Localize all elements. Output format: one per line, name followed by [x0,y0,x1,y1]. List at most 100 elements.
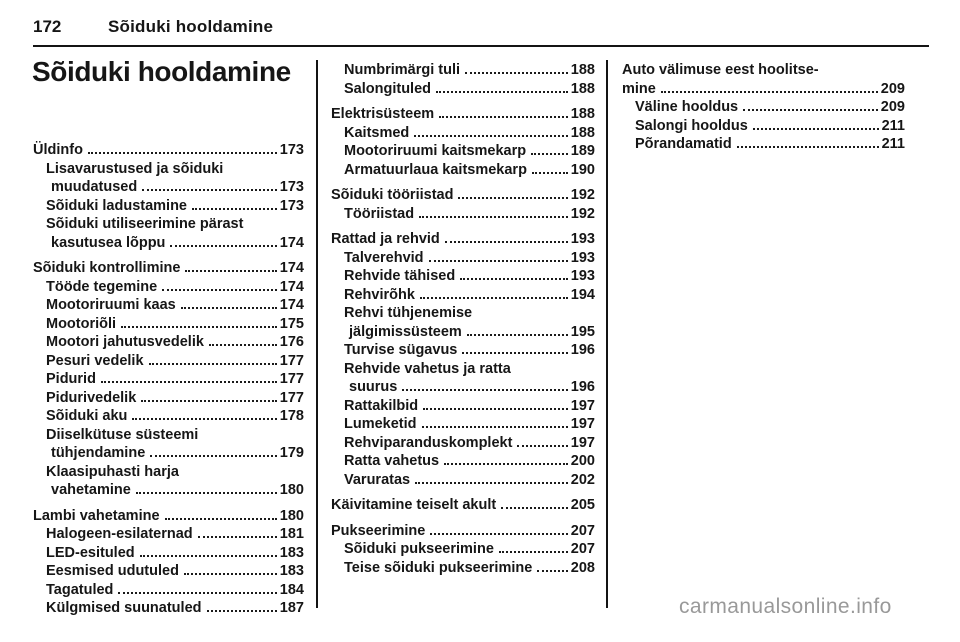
toc-subentry[interactable]: Lisavarustused ja sõiduki muudatused 173 [33,160,304,197]
toc-subentry[interactable]: Talverehvid 193 [331,249,595,268]
toc-subentry[interactable]: Sõiduki utiliseerimine pärast kasutusea l… [33,215,304,252]
toc-entry-line: Varuratas 202 [331,471,595,490]
dot-leader [531,153,568,155]
dot-leader [87,152,277,154]
toc-entry-line: Külgmised suunatuled 187 [33,599,304,618]
toc-page-number: 193 [570,249,595,266]
toc-entry-line: Salongituled 188 [331,80,595,99]
toc-entry-line: Pukseerimine 207 [331,522,595,541]
dot-leader [118,591,277,594]
toc-subentry[interactable]: Rattakilbid 197 [331,397,595,416]
toc-subentry[interactable]: Halogeen-esilaternad 181 [33,525,304,544]
dot-leader [135,492,277,494]
toc-subentry[interactable]: Klaasipuhasti harja vahetamine 180 [33,463,304,500]
toc-page-number: 193 [570,268,595,284]
toc-entry-label: Pidurivedelik [46,389,137,406]
dot-leader [139,554,277,557]
toc-entry-label: Eesmised udutuled [46,563,179,579]
toc-subentry[interactable]: Väline hooldus 209 [622,98,905,117]
toc-subentry[interactable]: Tagatuled 184 [33,581,304,600]
toc-subentry[interactable]: Pidurid 177 [33,370,304,389]
toc-subentry[interactable]: Põrandamatid 211 [622,135,905,154]
toc-subentry[interactable]: Kaitsmed 188 [331,124,595,143]
toc-section-entry[interactable]: Käivitamine teiselt akult 205 [331,496,595,515]
dot-leader [752,127,879,130]
toc-entry-label: Sõiduki aku [46,408,128,424]
toc-subentry[interactable]: Salongituled 188 [331,80,595,99]
toc-section-entry[interactable]: Pukseerimine 207 [331,522,595,541]
toc-subentry[interactable]: Rehviparanduskomplekt 197 [331,434,595,453]
toc-section-entry[interactable]: Sõiduki tööriistad 192 [331,186,595,205]
toc-subentry[interactable]: Mootoriõli 175 [33,315,304,334]
toc-subentry[interactable]: Külgmised suunatuled 187 [33,599,304,618]
toc-entry-line: Auto välimuse eest hoolitse- [622,61,905,80]
toc-entry-line: Kaitsmed 188 [331,124,595,143]
toc-entry-label: Armatuurlaua kaitsmekarp [344,161,527,178]
toc-section-entry[interactable]: Auto välimuse eest hoolitse-mine 209 [622,61,905,98]
toc-page-number: 192 [570,205,595,222]
toc-entry-label: Lambi vahetamine [33,507,160,524]
toc-subentry[interactable]: Tööde tegemine 174 [33,278,304,297]
toc-subentry[interactable]: Diiselkütuse süsteemi tühjendamine 179 [33,426,304,463]
toc-entry-label: Ratta vahetus [344,453,440,469]
toc-subentry[interactable]: Varuratas 202 [331,471,595,490]
toc-subentry[interactable]: Numbrimärgi tuli 188 [331,61,595,80]
toc-subentry[interactable]: Rehvide vahetus ja ratta suurus 196 [331,360,595,397]
toc-entry-label: Sõiduki tööriistad [331,187,454,203]
toc-page-number: 187 [279,600,304,616]
toc-entry-label: kasutusea lõppu [51,234,166,251]
dot-leader [428,259,568,262]
dot-leader [148,362,277,365]
dot-leader [141,399,277,402]
toc-page-number: 194 [570,286,595,303]
toc-entry-line: Tagatuled 184 [33,581,304,600]
toc-subentry[interactable]: Mootori jahutusvedelik 176 [33,333,304,352]
toc-page-number: 188 [570,124,595,141]
toc-section-entry[interactable]: Lambi vahetamine 180 [33,507,304,526]
toc-subentry[interactable]: LED-esituled 183 [33,544,304,563]
toc-entry-label: Turvise sügavus [344,342,458,358]
toc-page-number: 211 [881,117,905,134]
toc-page-number: 189 [570,143,595,159]
dot-leader [439,116,568,118]
toc-entry-line: Ratta vahetus 200 [331,452,595,471]
toc-entry-line: Pidurid 177 [33,370,304,389]
toc-entry-line: Rehvirõhk 194 [331,286,595,305]
toc-subentry[interactable]: Salongi hooldus 211 [622,117,905,136]
toc-subentry[interactable]: Mootoriruumi kaas 174 [33,296,304,315]
toc-subentry[interactable]: Tööriistad 192 [331,205,595,224]
toc-subentry[interactable]: Rehvi tühjenemise jälgimissüsteem 195 [331,304,595,341]
toc-subentry[interactable]: Rehvide tähised 193 [331,267,595,286]
toc-entry-label: Kaitsmed [344,124,410,141]
toc-entry-line: Turvise sügavus 196 [331,341,595,360]
toc-subentry[interactable]: Lumeketid 197 [331,415,595,434]
toc-section-entry[interactable]: Elektrisüsteem 188 [331,105,595,124]
toc-subentry[interactable]: Sõiduki pukseerimine 207 [331,540,595,559]
dot-leader [208,344,277,346]
toc-subentry[interactable]: Sõiduki aku 178 [33,407,304,426]
toc-page-number: 200 [570,453,595,469]
toc-section-entry[interactable]: Rattad ja rehvid 193 [331,230,595,249]
toc-page-number: 209 [880,80,905,97]
toc-subentry[interactable]: Pesuri vedelik 177 [33,352,304,371]
toc-section-entry[interactable]: Sõiduki kontrollimine 174 [33,259,304,278]
dot-leader [743,109,878,111]
toc-subentry[interactable]: Ratta vahetus 200 [331,452,595,471]
toc-subentry[interactable]: Sõiduki ladustamine 173 [33,197,304,216]
dot-leader [402,389,568,391]
toc-subentry[interactable]: Armatuurlaua kaitsmekarp 190 [331,161,595,180]
toc-entry-label: Tööde tegemine [46,278,158,295]
toc-subentry[interactable]: Mootoriruumi kaitsmekarp 189 [331,142,595,161]
toc-subentry[interactable]: Eesmised udutuled 183 [33,562,304,581]
dot-leader [537,569,568,572]
toc-section-entry[interactable]: Üldinfo 173 [33,141,304,160]
toc-subentry[interactable]: Rehvirõhk 194 [331,286,595,305]
toc-subentry[interactable]: Teise sõiduki pukseerimine 208 [331,559,595,578]
toc-page-number: 197 [570,434,595,451]
toc-entry-line: Eesmised udutuled 183 [33,562,304,581]
toc-subentry[interactable]: Turvise sügavus 196 [331,341,595,360]
toc-page-number: 195 [570,323,595,340]
toc-page-number: 173 [279,197,304,214]
toc-subentry[interactable]: Pidurivedelik 177 [33,389,304,408]
dot-leader [460,278,568,280]
